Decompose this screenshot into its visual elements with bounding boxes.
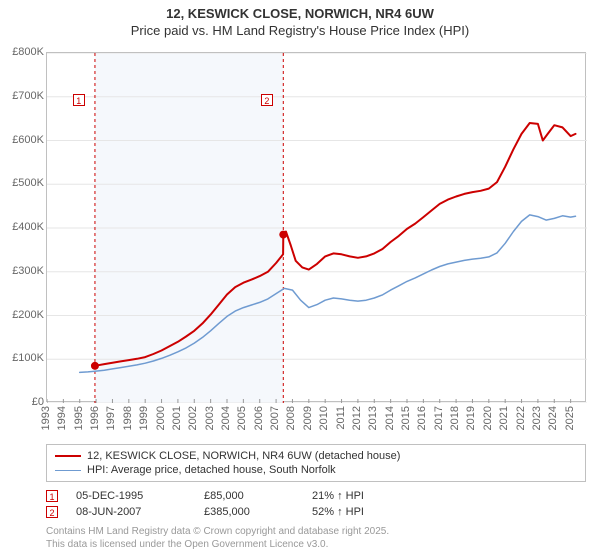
legend-box: 12, KESWICK CLOSE, NORWICH, NR4 6UW (det… xyxy=(46,444,586,482)
x-tick-label: 2008 xyxy=(285,406,297,430)
x-tick-label: 2013 xyxy=(367,406,379,430)
sales-row: 1 05-DEC-1995 £85,000 21% ↑ HPI xyxy=(46,488,586,504)
x-tick-label: 1994 xyxy=(56,406,68,430)
y-tick-label: £200K xyxy=(0,309,44,321)
x-tick-label: 2002 xyxy=(187,406,199,430)
x-tick-label: 2019 xyxy=(465,406,477,430)
sale-date: 05-DEC-1995 xyxy=(76,490,186,502)
chart-marker-icon: 1 xyxy=(73,94,85,106)
y-tick-label: £400K xyxy=(0,221,44,233)
titles: 12, KESWICK CLOSE, NORWICH, NR4 6UW Pric… xyxy=(0,0,600,38)
y-tick-label: £600K xyxy=(0,134,44,146)
y-tick-label: £100K xyxy=(0,352,44,364)
x-tick-label: 2005 xyxy=(236,406,248,430)
sale-pct: 52% ↑ HPI xyxy=(312,506,432,518)
legend-swatch xyxy=(55,455,81,457)
x-tick-label: 2006 xyxy=(253,406,265,430)
x-tick-label: 2009 xyxy=(302,406,314,430)
legend-row: HPI: Average price, detached house, Sout… xyxy=(55,463,577,477)
chart-container: 12, KESWICK CLOSE, NORWICH, NR4 6UW Pric… xyxy=(0,0,600,560)
plot-area xyxy=(46,52,586,402)
y-tick-label: £0 xyxy=(0,396,44,408)
sales-row: 2 08-JUN-2007 £385,000 52% ↑ HPI xyxy=(46,504,586,520)
x-tick-label: 2011 xyxy=(335,406,347,430)
x-tick-label: 1998 xyxy=(122,406,134,430)
x-tick-label: 2014 xyxy=(384,406,396,430)
footnote-line: This data is licensed under the Open Gov… xyxy=(46,539,586,552)
x-tick-label: 1995 xyxy=(73,406,85,430)
sale-price: £85,000 xyxy=(204,490,294,502)
x-tick-label: 2020 xyxy=(482,406,494,430)
legend-swatch xyxy=(55,470,81,471)
y-tick-label: £700K xyxy=(0,90,44,102)
x-tick-label: 2021 xyxy=(498,406,510,430)
legend-panel: 12, KESWICK CLOSE, NORWICH, NR4 6UW (det… xyxy=(46,444,586,551)
legend-label: HPI: Average price, detached house, Sout… xyxy=(87,464,336,476)
sale-date: 08-JUN-2007 xyxy=(76,506,186,518)
sale-marker-icon: 1 xyxy=(46,490,58,502)
x-tick-label: 2023 xyxy=(531,406,543,430)
x-tick-label: 2004 xyxy=(220,406,232,430)
x-tick-label: 1996 xyxy=(89,406,101,430)
y-tick-label: £500K xyxy=(0,177,44,189)
footnote: Contains HM Land Registry data © Crown c… xyxy=(46,526,586,551)
x-tick-label: 2024 xyxy=(547,406,559,430)
x-tick-label: 2015 xyxy=(400,406,412,430)
x-tick-label: 1997 xyxy=(105,406,117,430)
footnote-line: Contains HM Land Registry data © Crown c… xyxy=(46,526,586,539)
chart-marker-icon: 2 xyxy=(261,94,273,106)
title-sub: Price paid vs. HM Land Registry's House … xyxy=(0,23,600,38)
x-tick-label: 2016 xyxy=(416,406,428,430)
x-tick-label: 2001 xyxy=(171,406,183,430)
x-tick-label: 2017 xyxy=(433,406,445,430)
y-tick-label: £800K xyxy=(0,46,44,58)
x-tick-label: 2022 xyxy=(515,406,527,430)
x-tick-label: 2012 xyxy=(351,406,363,430)
sale-marker-icon: 2 xyxy=(46,506,58,518)
x-tick-label: 2025 xyxy=(564,406,576,430)
x-tick-label: 2010 xyxy=(318,406,330,430)
legend-label: 12, KESWICK CLOSE, NORWICH, NR4 6UW (det… xyxy=(87,450,400,462)
x-tick-label: 2018 xyxy=(449,406,461,430)
x-tick-label: 1999 xyxy=(138,406,150,430)
sale-pct: 21% ↑ HPI xyxy=(312,490,432,502)
x-tick-label: 1993 xyxy=(40,406,52,430)
x-tick-label: 2007 xyxy=(269,406,281,430)
sale-price: £385,000 xyxy=(204,506,294,518)
y-tick-label: £300K xyxy=(0,265,44,277)
plot-svg xyxy=(47,53,587,403)
sales-table: 1 05-DEC-1995 £85,000 21% ↑ HPI 2 08-JUN… xyxy=(46,488,586,520)
title-main: 12, KESWICK CLOSE, NORWICH, NR4 6UW xyxy=(0,6,600,21)
legend-row: 12, KESWICK CLOSE, NORWICH, NR4 6UW (det… xyxy=(55,449,577,463)
x-tick-label: 2000 xyxy=(155,406,167,430)
x-tick-label: 2003 xyxy=(204,406,216,430)
